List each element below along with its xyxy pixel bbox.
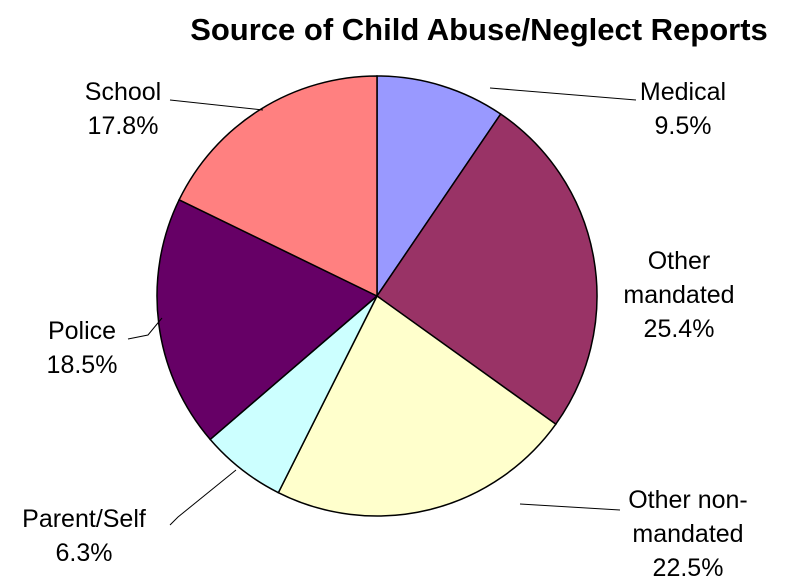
leader-line: [127, 317, 163, 340]
pie-slice-police: [156, 198, 379, 441]
leader-line: [169, 99, 264, 111]
slice-name: Other: [648, 247, 711, 275]
slice-name: Parent/Self: [22, 505, 146, 533]
slice-label: School 17.8%: [85, 78, 161, 140]
slice-label: Other non-mandated 22.5%: [628, 486, 748, 582]
slice-name: Medical: [640, 78, 726, 106]
pie-slice-other-non-mandated: [277, 294, 557, 517]
pie-slice-other-mandated: [375, 112, 598, 426]
slice-percent: 9.5%: [655, 112, 712, 140]
slice-name: mandated: [632, 520, 743, 548]
slice-name: mandated: [623, 281, 734, 309]
slice-name: Police: [48, 317, 116, 345]
slice-percent: 18.5%: [47, 351, 118, 379]
leader-line: [489, 87, 637, 101]
slice-percent: 22.5%: [653, 554, 724, 582]
slice-name: School: [85, 78, 161, 106]
chart-title: Source of Child Abuse/Neglect Reports: [190, 12, 768, 47]
leader-line: [519, 503, 621, 511]
slice-name: Other non-: [628, 486, 748, 514]
slice-percent: 6.3%: [56, 539, 113, 567]
leader-line: [169, 469, 237, 526]
slice-percent: 25.4%: [644, 315, 715, 343]
slice-label: Parent/Self 6.3%: [22, 505, 146, 567]
pie-slice-medical: [376, 75, 502, 299]
slice-label: Police 18.5%: [47, 317, 118, 379]
slice-label: Other mandated 25.4%: [623, 247, 734, 343]
slice-percent: 17.8%: [88, 112, 159, 140]
slice-label: Medical 9.5%: [640, 78, 726, 140]
